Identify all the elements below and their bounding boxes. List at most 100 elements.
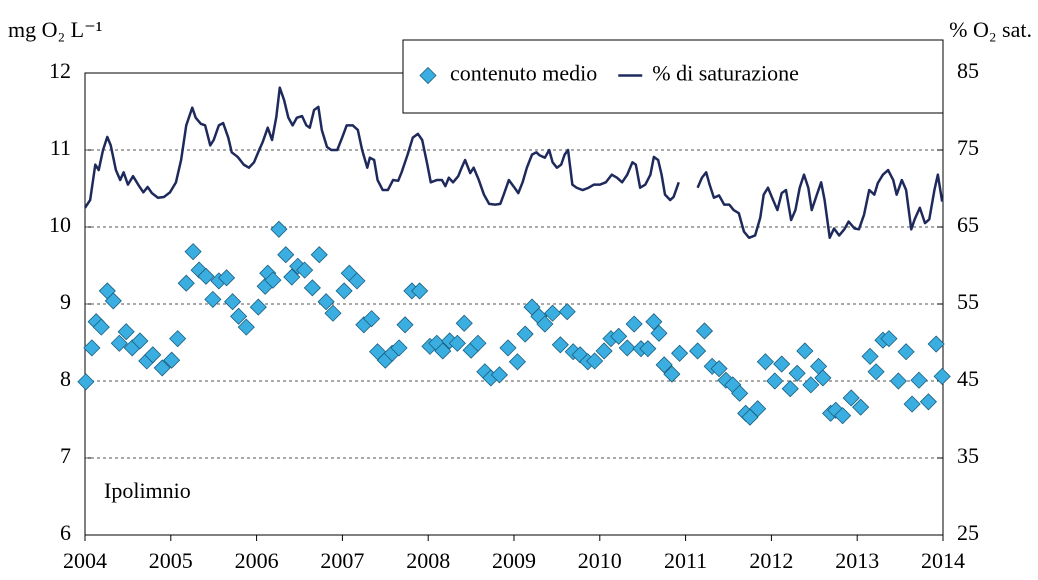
data-point bbox=[650, 324, 668, 342]
data-point bbox=[237, 318, 255, 336]
data-point bbox=[927, 335, 945, 353]
data-point bbox=[490, 366, 508, 384]
data-point bbox=[766, 372, 784, 390]
data-point bbox=[218, 269, 236, 287]
data-point bbox=[749, 400, 767, 418]
data-point bbox=[283, 268, 301, 286]
x-tick-label: 2006 bbox=[235, 548, 279, 573]
data-point bbox=[897, 343, 915, 361]
data-point bbox=[516, 325, 534, 343]
data-point bbox=[310, 246, 328, 264]
data-point bbox=[586, 352, 604, 370]
data-point bbox=[434, 342, 452, 360]
data-point bbox=[610, 327, 628, 345]
x-tick-label: 2008 bbox=[406, 548, 450, 573]
x-tick-label: 2005 bbox=[149, 548, 193, 573]
legend-box bbox=[402, 39, 944, 114]
data-point bbox=[933, 367, 951, 385]
y2-tick-label: 55 bbox=[957, 289, 979, 314]
y-tick-label: 11 bbox=[50, 135, 71, 160]
legend-label: % di saturazione bbox=[652, 61, 799, 86]
data-point bbox=[834, 407, 852, 425]
data-point bbox=[455, 314, 473, 332]
data-point bbox=[695, 322, 714, 340]
data-point bbox=[270, 220, 288, 238]
data-point bbox=[177, 274, 195, 292]
data-point bbox=[224, 293, 242, 311]
data-point bbox=[544, 304, 562, 322]
data-point bbox=[618, 339, 636, 357]
data-point bbox=[296, 261, 314, 279]
data-point bbox=[77, 373, 95, 391]
legend-label: contenuto medio bbox=[450, 61, 597, 86]
data-point bbox=[671, 344, 689, 362]
data-point bbox=[781, 380, 799, 398]
x-tick-label: 2010 bbox=[578, 548, 622, 573]
data-point bbox=[277, 246, 295, 264]
data-line bbox=[83, 86, 944, 240]
data-point bbox=[773, 355, 791, 373]
data-point bbox=[317, 293, 335, 311]
data-point bbox=[551, 336, 569, 354]
data-point bbox=[663, 365, 681, 383]
data-point bbox=[83, 339, 101, 357]
y-tick-label: 12 bbox=[49, 58, 71, 83]
y-tick-label: 8 bbox=[60, 366, 71, 391]
data-point bbox=[867, 363, 885, 381]
y-tick-label: 6 bbox=[60, 520, 71, 545]
y2-axis-title: % O₂ sat. bbox=[949, 17, 1032, 42]
x-tick-label: 2013 bbox=[835, 548, 879, 573]
data-point bbox=[655, 356, 673, 374]
data-point bbox=[163, 351, 181, 369]
data-point bbox=[204, 290, 222, 308]
data-point bbox=[92, 318, 110, 336]
data-point bbox=[880, 330, 898, 348]
data-point bbox=[689, 342, 707, 360]
data-point bbox=[814, 369, 832, 387]
y-axis-title: mg O₂ L⁻¹ bbox=[8, 17, 102, 42]
data-point bbox=[153, 359, 171, 377]
x-tick-label: 2007 bbox=[320, 548, 364, 573]
y-tick-label: 10 bbox=[49, 212, 71, 237]
data-point bbox=[110, 334, 128, 352]
data-point bbox=[411, 282, 429, 300]
y-tick-label: 9 bbox=[60, 289, 71, 314]
data-point bbox=[861, 347, 879, 365]
data-point bbox=[558, 303, 576, 321]
data-point bbox=[889, 372, 907, 390]
y2-tick-label: 65 bbox=[957, 212, 979, 237]
data-point bbox=[448, 334, 466, 352]
data-point bbox=[184, 243, 202, 261]
y-tick-label: 7 bbox=[60, 443, 71, 468]
data-point bbox=[303, 279, 321, 297]
annotation: Ipolimnio bbox=[104, 478, 191, 503]
data-point bbox=[788, 364, 806, 382]
data-point bbox=[348, 272, 366, 290]
data-point bbox=[249, 298, 267, 316]
data-point bbox=[230, 307, 248, 325]
data-point bbox=[910, 371, 928, 389]
data-point bbox=[595, 342, 613, 360]
data-point bbox=[645, 313, 663, 331]
data-point bbox=[324, 304, 342, 322]
x-tick-label: 2004 bbox=[63, 548, 107, 573]
data-point bbox=[625, 315, 643, 333]
data-point bbox=[639, 340, 657, 358]
data-point bbox=[390, 339, 408, 357]
x-tick-label: 2014 bbox=[921, 548, 965, 573]
y2-tick-label: 45 bbox=[957, 366, 979, 391]
data-point bbox=[335, 282, 353, 300]
data-point bbox=[499, 339, 517, 357]
y2-tick-label: 35 bbox=[957, 443, 979, 468]
data-point bbox=[131, 332, 149, 350]
data-point bbox=[363, 310, 381, 328]
x-tick-label: 2012 bbox=[749, 548, 793, 573]
data-point bbox=[731, 384, 749, 402]
data-point bbox=[919, 393, 937, 411]
legend-marker bbox=[419, 66, 437, 85]
data-point bbox=[197, 267, 215, 285]
y2-tick-label: 85 bbox=[957, 58, 979, 83]
data-point bbox=[536, 315, 554, 333]
x-tick-label: 2011 bbox=[664, 548, 707, 573]
data-point bbox=[469, 334, 487, 352]
